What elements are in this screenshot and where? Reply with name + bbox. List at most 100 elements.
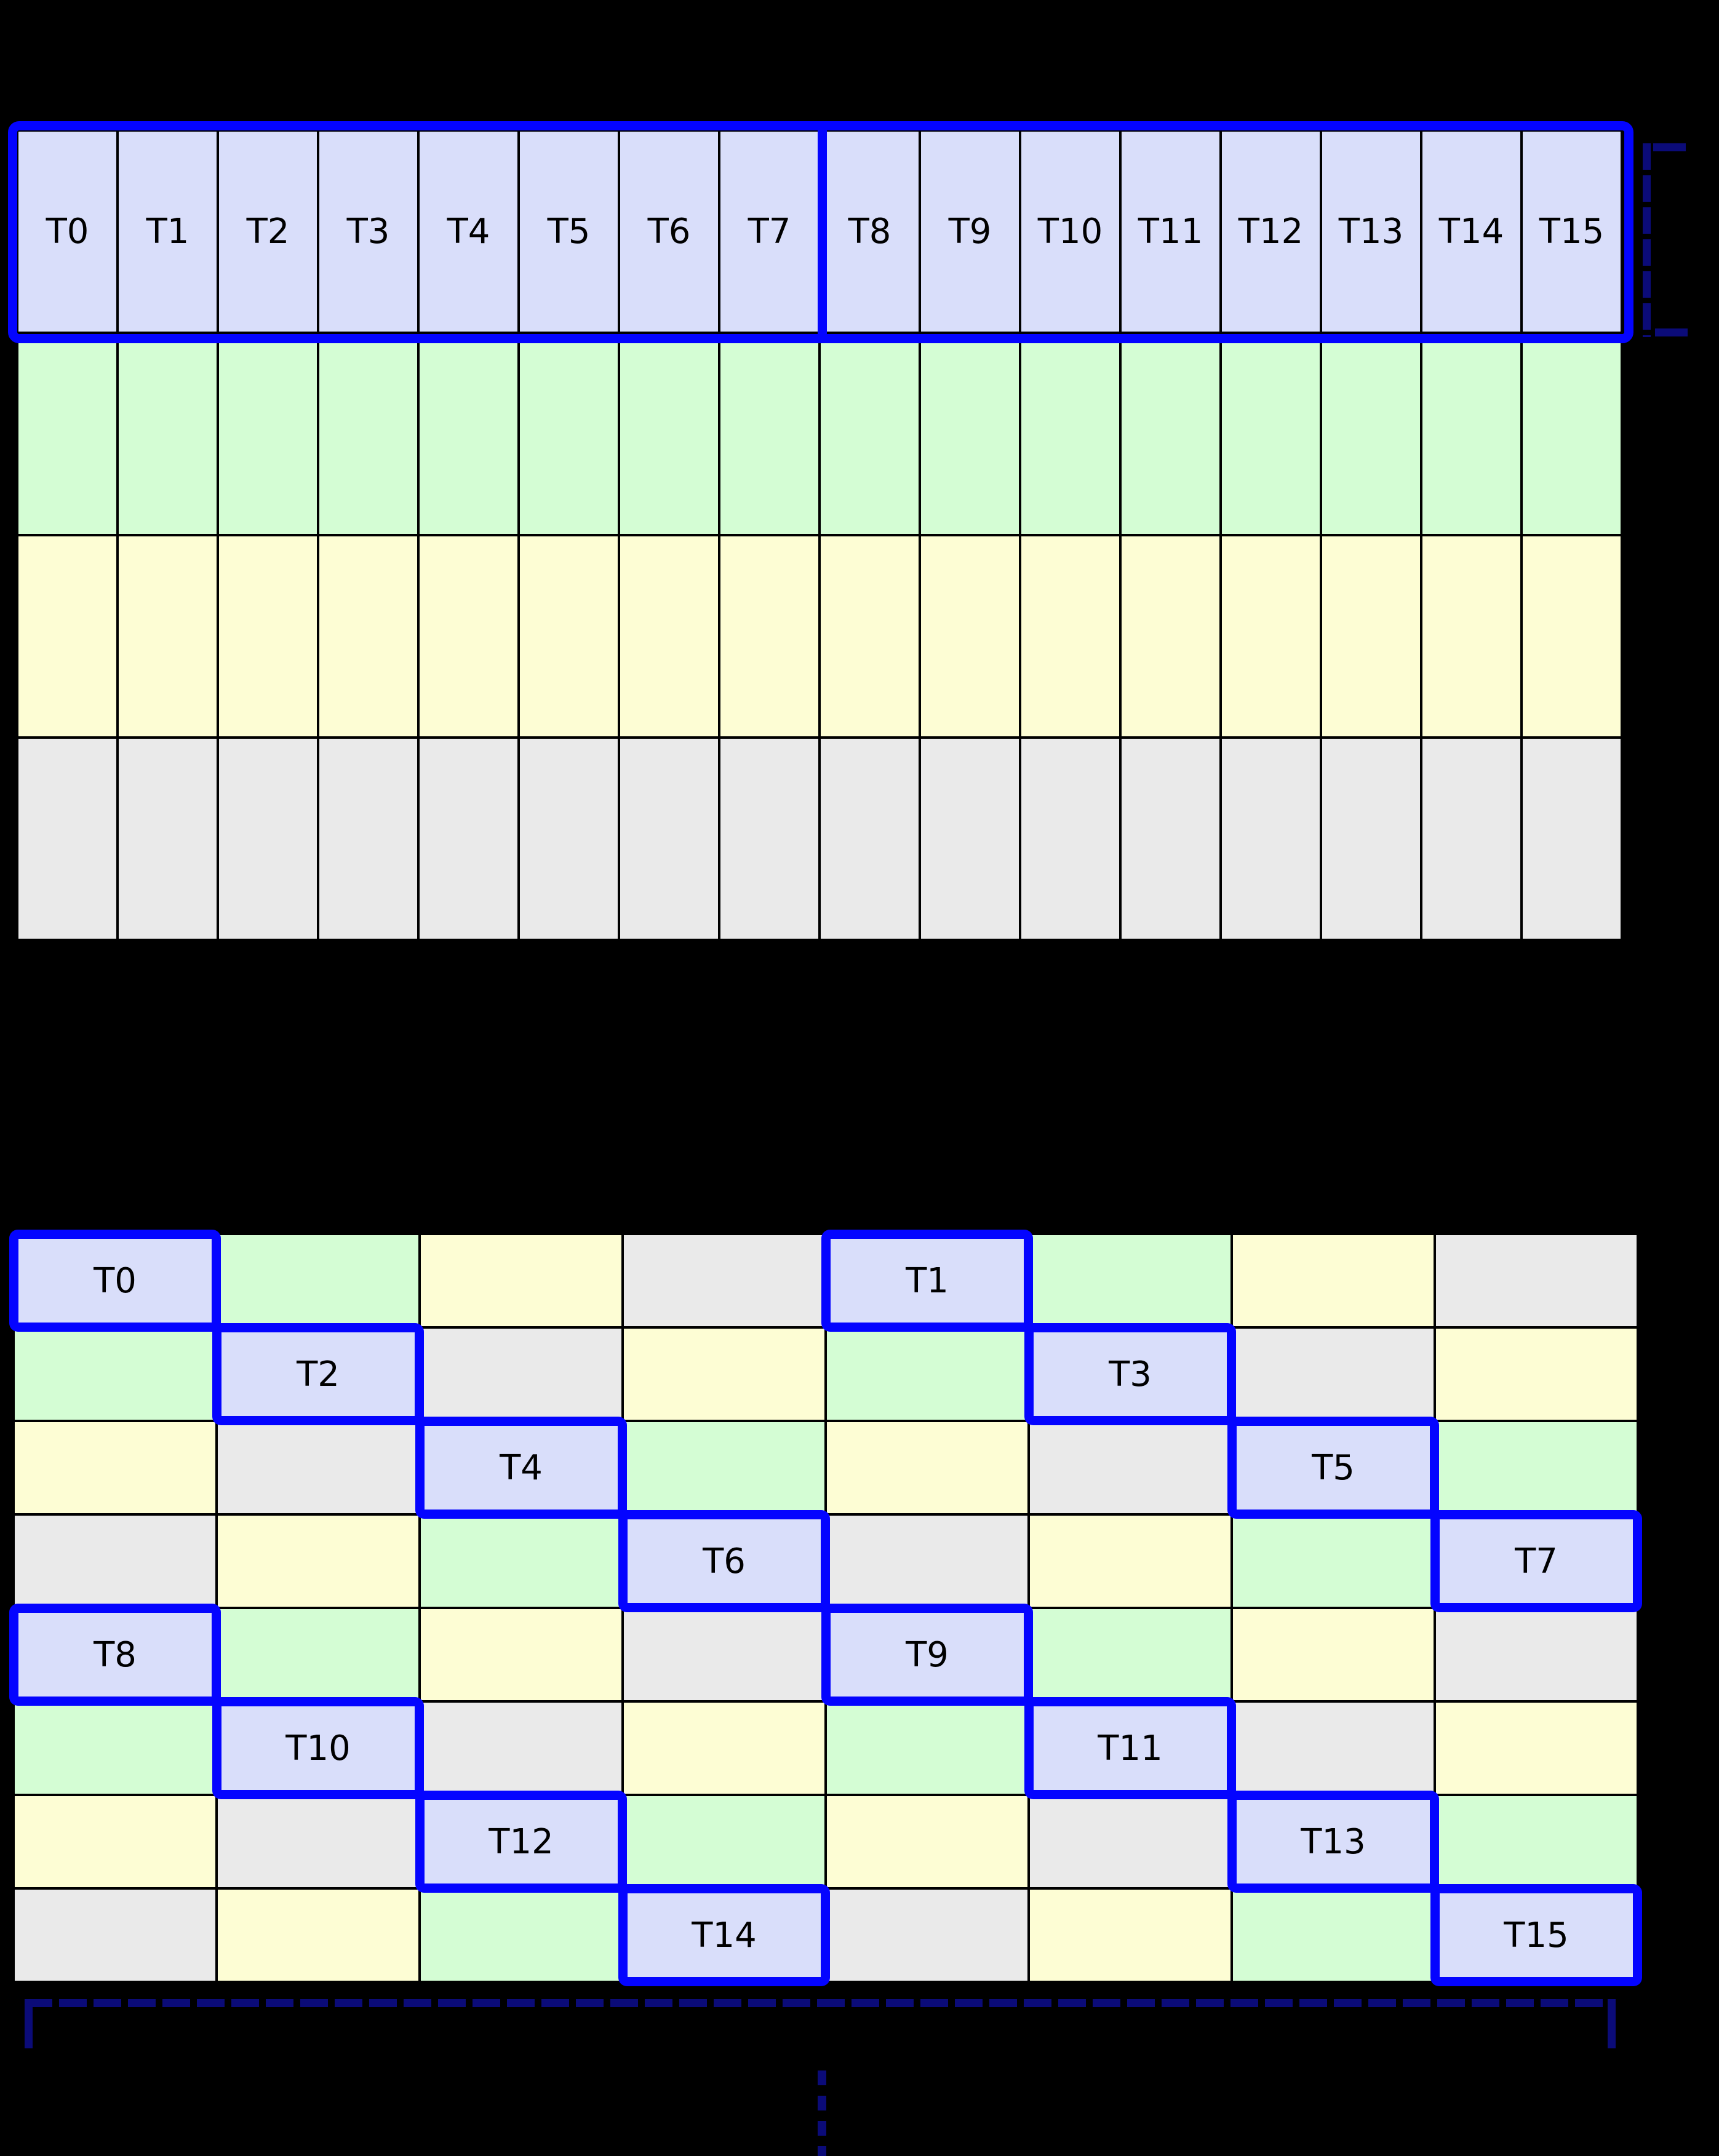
- top-grid-cell-gray-row: [1120, 738, 1221, 940]
- bottom-grid-cell: [826, 1514, 1029, 1608]
- top-grid-cell-gray-row: [1522, 738, 1622, 940]
- bottom-grid-cell: [623, 1888, 826, 1982]
- bottom-grid-cell: [1029, 1795, 1232, 1888]
- bottom-grid-cell: [1232, 1701, 1435, 1795]
- top-grid-thread-cell-T0: T0: [17, 130, 118, 333]
- top-grid-thread-cell-T8: T8: [820, 130, 920, 333]
- top-grid-cell-gray-row: [820, 738, 920, 940]
- thread-label: T11: [1138, 212, 1203, 252]
- bottom-grid-cell: [420, 1234, 623, 1327]
- top-grid-cell-yellow-row: [920, 535, 1020, 738]
- top-grid-cell-green-row: [1321, 333, 1421, 535]
- thread-label: T6: [647, 212, 691, 252]
- top-grid-cell-yellow-row: [1221, 535, 1321, 738]
- top-grid: T0 T1 T2 T3 T4 T5 T6 T7 T8 T9 T10 T11 T12 T13 T14 T15: [17, 130, 1622, 940]
- top-grid-cell-yellow-row: [118, 535, 218, 738]
- top-grid-cell-green-row: [1522, 333, 1622, 535]
- bottom-grid-cell: [217, 1421, 420, 1514]
- bottom-grid-cell: [14, 1888, 217, 1982]
- top-grid-cell-green-row: [619, 333, 719, 535]
- top-grid-cell-green-row: [418, 333, 519, 535]
- top-grid-cell-green-row: [1421, 333, 1522, 535]
- bottom-grid-cell: [1232, 1327, 1435, 1421]
- top-grid-thread-cell-T4: T4: [418, 130, 519, 333]
- top-grid-cell-yellow-row: [519, 535, 619, 738]
- row-height-bracket-top-tick: [1653, 143, 1686, 151]
- bottom-grid-cell: [420, 1608, 623, 1701]
- bottom-grid-cell: [217, 1514, 420, 1608]
- top-grid-cell-yellow-row: [218, 535, 318, 738]
- bottom-grid-cell: [1435, 1795, 1638, 1888]
- thread-label: T3: [346, 212, 390, 252]
- bottom-grid-cell: [14, 1234, 217, 1327]
- bottom-grid-cell: [1435, 1608, 1638, 1701]
- bottom-grid-cell: [1232, 1608, 1435, 1701]
- top-grid-cell-yellow-row: [820, 535, 920, 738]
- top-grid-cell-gray-row: [1020, 738, 1120, 940]
- top-grid-cell-yellow-row: [619, 535, 719, 738]
- bottom-grid-cell: [1435, 1327, 1638, 1421]
- thread-label: T7: [748, 212, 791, 252]
- thread-label: T2: [246, 212, 290, 252]
- top-grid-cell-gray-row: [118, 738, 218, 940]
- bottom-grid-cell: [1029, 1701, 1232, 1795]
- top-grid-cell-gray-row: [1221, 738, 1321, 940]
- bottom-grid-cell: [217, 1608, 420, 1701]
- top-grid-cell-green-row: [17, 333, 118, 535]
- bottom-grid-cell: [1435, 1514, 1638, 1608]
- bottom-grid-cell: [826, 1701, 1029, 1795]
- top-grid-cell-gray-row: [1421, 738, 1522, 940]
- bottom-grid-cell: [217, 1888, 420, 1982]
- bottom-grid: [14, 1234, 1638, 1982]
- bottom-grid-cell: [623, 1701, 826, 1795]
- top-grid-thread-cell-T12: T12: [1221, 130, 1321, 333]
- top-grid-cell-green-row: [519, 333, 619, 535]
- repeat-bracket-right-tick: [1608, 1999, 1616, 2048]
- top-grid-cell-green-row: [920, 333, 1020, 535]
- bottom-grid-cell: [420, 1421, 623, 1514]
- thread-label: T9: [948, 212, 992, 252]
- repeat-bracket-left-tick: [25, 1999, 33, 2048]
- top-grid-thread-cell-T9: T9: [920, 130, 1020, 333]
- bottom-grid-cell: [14, 1421, 217, 1514]
- bottom-grid-cell: [826, 1888, 1029, 1982]
- bottom-grid-cell: [826, 1795, 1029, 1888]
- bottom-grid-cell: [1029, 1888, 1232, 1982]
- bottom-grid-cell: [623, 1327, 826, 1421]
- top-grid-cell-gray-row: [218, 738, 318, 940]
- bottom-grid-cell: [1232, 1888, 1435, 1982]
- row-height-bracket-bottom-tick: [1655, 328, 1688, 336]
- top-grid-thread-cell-T11: T11: [1120, 130, 1221, 333]
- bottom-grid-cell: [217, 1701, 420, 1795]
- top-grid-cell-gray-row: [1321, 738, 1421, 940]
- bottom-grid-cell: [826, 1421, 1029, 1514]
- top-grid-cell-gray-row: [318, 738, 418, 940]
- top-grid-cell-yellow-row: [1421, 535, 1522, 738]
- top-grid-cell-gray-row: [519, 738, 619, 940]
- bottom-grid-cell: [1232, 1514, 1435, 1608]
- thread-label: T13: [1338, 212, 1404, 252]
- top-grid-cell-green-row: [318, 333, 418, 535]
- thread-label: T0: [46, 212, 89, 252]
- top-grid-thread-cell-T1: T1: [118, 130, 218, 333]
- top-grid-cell-gray-row: [17, 738, 118, 940]
- top-grid-cell-green-row: [1120, 333, 1221, 535]
- bottom-grid-cell: [623, 1514, 826, 1608]
- top-grid-thread-cell-T2: T2: [218, 130, 318, 333]
- thread-label: T1: [146, 212, 189, 252]
- bottom-grid-cell: [623, 1608, 826, 1701]
- bottom-grid-cell: [826, 1327, 1029, 1421]
- bottom-grid-cell: [1029, 1327, 1232, 1421]
- top-grid-cell-yellow-row: [1321, 535, 1421, 738]
- top-grid-thread-cell-T7: T7: [719, 130, 820, 333]
- bottom-grid-cell: [420, 1514, 623, 1608]
- thread-label: T4: [447, 212, 490, 252]
- top-grid-cell-green-row: [1020, 333, 1120, 535]
- top-grid-cell-green-row: [719, 333, 820, 535]
- bottom-grid-cell: [420, 1701, 623, 1795]
- bottom-grid-cell: [1029, 1608, 1232, 1701]
- bottom-grid-cell: [14, 1795, 217, 1888]
- bottom-grid-cell: [420, 1888, 623, 1982]
- bottom-grid-cell: [217, 1327, 420, 1421]
- bottom-grid-cell: [420, 1795, 623, 1888]
